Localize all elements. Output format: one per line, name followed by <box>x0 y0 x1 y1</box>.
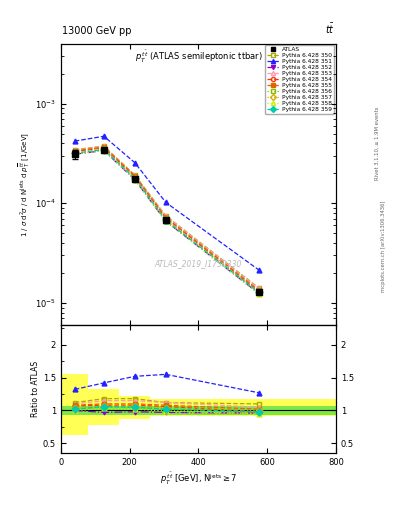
Pythia 6.428 358 <box>163 218 168 224</box>
Pythia 6.428 351 <box>132 160 137 166</box>
Line: Pythia 6.428 353: Pythia 6.428 353 <box>72 144 261 291</box>
Pythia 6.428 356 <box>72 151 77 157</box>
Line: Pythia 6.428 356: Pythia 6.428 356 <box>72 147 261 295</box>
Pythia 6.428 359 <box>163 217 168 223</box>
Pythia 6.428 352 <box>132 177 137 183</box>
Pythia 6.428 357 <box>72 150 77 156</box>
Pythia 6.428 356 <box>256 290 261 296</box>
Pythia 6.428 350 <box>72 146 77 153</box>
Pythia 6.428 354 <box>72 148 77 155</box>
Pythia 6.428 358 <box>256 291 261 297</box>
Pythia 6.428 359 <box>72 150 77 156</box>
Line: Pythia 6.428 355: Pythia 6.428 355 <box>72 145 261 292</box>
Line: Pythia 6.428 351: Pythia 6.428 351 <box>72 134 261 272</box>
Pythia 6.428 354 <box>256 288 261 294</box>
Pythia 6.428 351 <box>72 138 77 144</box>
Pythia 6.428 352 <box>163 218 168 224</box>
Pythia 6.428 355 <box>163 215 168 221</box>
Pythia 6.428 354 <box>101 145 106 151</box>
Pythia 6.428 356 <box>132 176 137 182</box>
X-axis label: $p^{\,t\bar{t}}_{T}$ [GeV], N$^{\rm jets} \geq 7$: $p^{\,t\bar{t}}_{T}$ [GeV], N$^{\rm jets… <box>160 471 237 487</box>
Pythia 6.428 359 <box>132 176 137 182</box>
Pythia 6.428 350 <box>256 285 261 291</box>
Pythia 6.428 353 <box>72 147 77 154</box>
Pythia 6.428 357 <box>132 175 137 181</box>
Text: mcplots.cern.ch [arXiv:1306.3436]: mcplots.cern.ch [arXiv:1306.3436] <box>381 200 386 291</box>
Pythia 6.428 353 <box>132 173 137 179</box>
Pythia 6.428 352 <box>101 147 106 154</box>
Line: Pythia 6.428 359: Pythia 6.428 359 <box>72 147 261 295</box>
Pythia 6.428 352 <box>72 151 77 157</box>
Pythia 6.428 359 <box>256 289 261 295</box>
Pythia 6.428 358 <box>101 147 106 154</box>
Pythia 6.428 355 <box>256 287 261 293</box>
Pythia 6.428 355 <box>72 148 77 154</box>
Line: Pythia 6.428 350: Pythia 6.428 350 <box>72 143 261 290</box>
Pythia 6.428 357 <box>256 289 261 295</box>
Pythia 6.428 354 <box>163 215 168 221</box>
Pythia 6.428 353 <box>163 213 168 219</box>
Pythia 6.428 359 <box>101 146 106 153</box>
Pythia 6.428 350 <box>101 143 106 149</box>
Pythia 6.428 356 <box>163 218 168 224</box>
Pythia 6.428 356 <box>101 147 106 153</box>
Text: Rivet 3.1.10, ≥ 1.9M events: Rivet 3.1.10, ≥ 1.9M events <box>375 106 380 180</box>
Pythia 6.428 350 <box>163 212 168 219</box>
Pythia 6.428 354 <box>132 174 137 180</box>
Pythia 6.428 353 <box>101 143 106 150</box>
Line: Pythia 6.428 357: Pythia 6.428 357 <box>72 146 261 294</box>
Pythia 6.428 353 <box>256 285 261 291</box>
Text: $t\bar{t}$: $t\bar{t}$ <box>325 22 335 36</box>
Pythia 6.428 358 <box>72 151 77 157</box>
Pythia 6.428 357 <box>163 216 168 222</box>
Bar <box>61 406 336 415</box>
Line: Pythia 6.428 352: Pythia 6.428 352 <box>72 148 261 296</box>
Text: $p_T^{\,t\bar{t}}$ (ATLAS semileptonic ttbar): $p_T^{\,t\bar{t}}$ (ATLAS semileptonic t… <box>134 49 263 66</box>
Pythia 6.428 357 <box>101 146 106 152</box>
Line: Pythia 6.428 358: Pythia 6.428 358 <box>72 148 261 296</box>
Text: ATLAS_2019_I1750330: ATLAS_2019_I1750330 <box>155 259 242 268</box>
Pythia 6.428 351 <box>163 199 168 205</box>
Pythia 6.428 351 <box>101 133 106 139</box>
Line: Pythia 6.428 354: Pythia 6.428 354 <box>72 145 261 293</box>
Y-axis label: Ratio to ATLAS: Ratio to ATLAS <box>31 361 40 417</box>
Y-axis label: 1 / $\sigma$ d$^{2}\!\sigma$ / d N$^{\rm jets}$ d $p^{\overline{t}\bar{t}}_{T}$ : 1 / $\sigma$ d$^{2}\!\sigma$ / d N$^{\rm… <box>18 132 32 237</box>
Legend: ATLAS, Pythia 6.428 350, Pythia 6.428 351, Pythia 6.428 352, Pythia 6.428 353, P: ATLAS, Pythia 6.428 350, Pythia 6.428 35… <box>265 45 334 114</box>
Pythia 6.428 351 <box>256 267 261 273</box>
Pythia 6.428 352 <box>256 290 261 296</box>
Pythia 6.428 355 <box>101 144 106 151</box>
Text: 13000 GeV pp: 13000 GeV pp <box>62 26 132 36</box>
Pythia 6.428 350 <box>132 172 137 178</box>
Pythia 6.428 355 <box>132 173 137 179</box>
Pythia 6.428 358 <box>132 177 137 183</box>
